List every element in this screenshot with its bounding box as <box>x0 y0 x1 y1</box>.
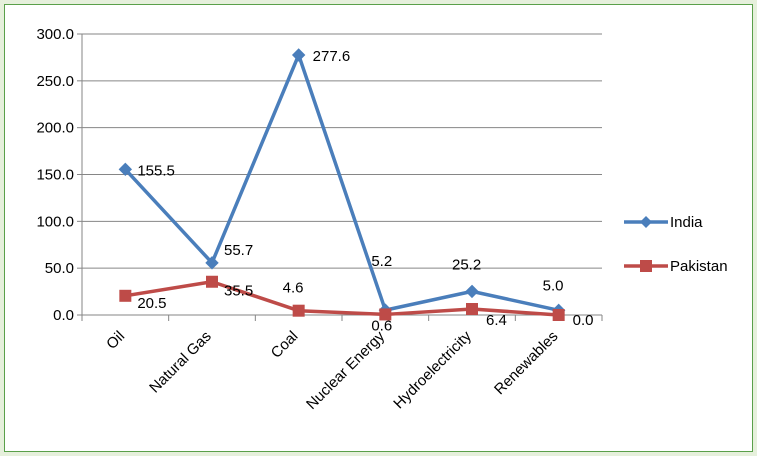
x-tick-label: Natural Gas <box>146 328 215 397</box>
data-label-pakistan: 20.5 <box>137 295 166 312</box>
x-tick-label: Oil <box>103 328 128 353</box>
legend-label-pakistan: Pakistan <box>670 258 728 275</box>
y-tick-label: 250.0 <box>36 73 74 90</box>
data-point-india <box>205 256 219 270</box>
data-point-pakistan <box>206 275 218 288</box>
data-point-pakistan <box>466 303 478 316</box>
x-tick-label: Nuclear Energy <box>303 327 388 412</box>
data-point-pakistan <box>552 309 565 321</box>
data-point-india <box>465 284 479 299</box>
data-label-pakistan: 35.5 <box>224 283 253 300</box>
data-label-india: 155.5 <box>137 162 175 179</box>
data-label-pakistan: 4.6 <box>283 280 304 297</box>
x-tick-label: Coal <box>268 328 302 362</box>
chart-frame <box>4 4 753 452</box>
data-point-pakistan <box>119 289 132 302</box>
x-tick-label: Renewables <box>491 328 561 398</box>
y-tick-label: 100.0 <box>36 213 74 230</box>
data-label-india: 25.2 <box>452 256 481 273</box>
legend-label-india: India <box>670 214 703 231</box>
data-label-india: 5.2 <box>371 253 392 270</box>
y-tick-label: 200.0 <box>36 120 74 137</box>
legend-marker-india <box>640 216 652 228</box>
data-point-pakistan <box>292 304 305 317</box>
data-label-pakistan: 0.0 <box>573 312 594 329</box>
series-line-india <box>124 53 560 313</box>
y-tick-label: 300.0 <box>36 26 74 43</box>
y-tick-label: 50.0 <box>45 260 74 277</box>
data-label-pakistan: 6.4 <box>486 312 507 329</box>
data-label-india: 55.7 <box>224 242 253 259</box>
y-tick-label: 0.0 <box>53 307 74 324</box>
y-tick-label: 150.0 <box>36 167 74 184</box>
data-label-india: 277.6 <box>313 48 351 65</box>
x-tick-label: Hydroelectricity <box>390 327 475 412</box>
data-point-pakistan <box>379 308 392 321</box>
data-label-india: 5.0 <box>543 277 564 294</box>
legend-marker-pakistan <box>640 260 652 272</box>
data-label-pakistan: 0.6 <box>371 317 392 334</box>
data-point-india <box>118 162 133 177</box>
data-point-india <box>291 48 306 62</box>
series-line-pakistan <box>125 279 559 317</box>
